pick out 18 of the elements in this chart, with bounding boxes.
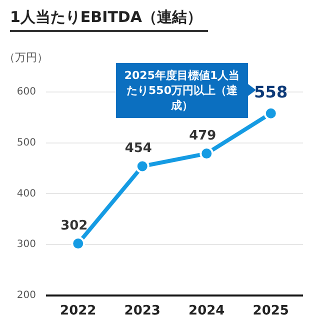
y-tick-label: 400 bbox=[16, 188, 36, 200]
y-tick-label: 600 bbox=[16, 86, 36, 98]
y-tick-label: 500 bbox=[16, 137, 36, 148]
y-axis-title: （万円） bbox=[4, 50, 48, 64]
y-tick-label: 300 bbox=[16, 239, 36, 250]
point bbox=[135, 159, 150, 174]
chart-title: 1人当たりEBITDA（連結） bbox=[10, 8, 208, 32]
x-tick-label: 2024 bbox=[188, 304, 225, 319]
x-tick-label: 2023 bbox=[124, 304, 160, 319]
data-label: 454 bbox=[124, 141, 152, 156]
point bbox=[264, 106, 278, 120]
y-tick-label: 200 bbox=[16, 290, 36, 301]
annotation: 2025年度目標値1人当たり550万円以上（達成） bbox=[116, 63, 248, 118]
data-label: 302 bbox=[60, 218, 88, 234]
data-label: 558 bbox=[254, 82, 288, 102]
data-label: 479 bbox=[189, 128, 216, 144]
x-tick-label: 2022 bbox=[60, 304, 96, 319]
x-tick-label: 2025 bbox=[252, 304, 289, 319]
